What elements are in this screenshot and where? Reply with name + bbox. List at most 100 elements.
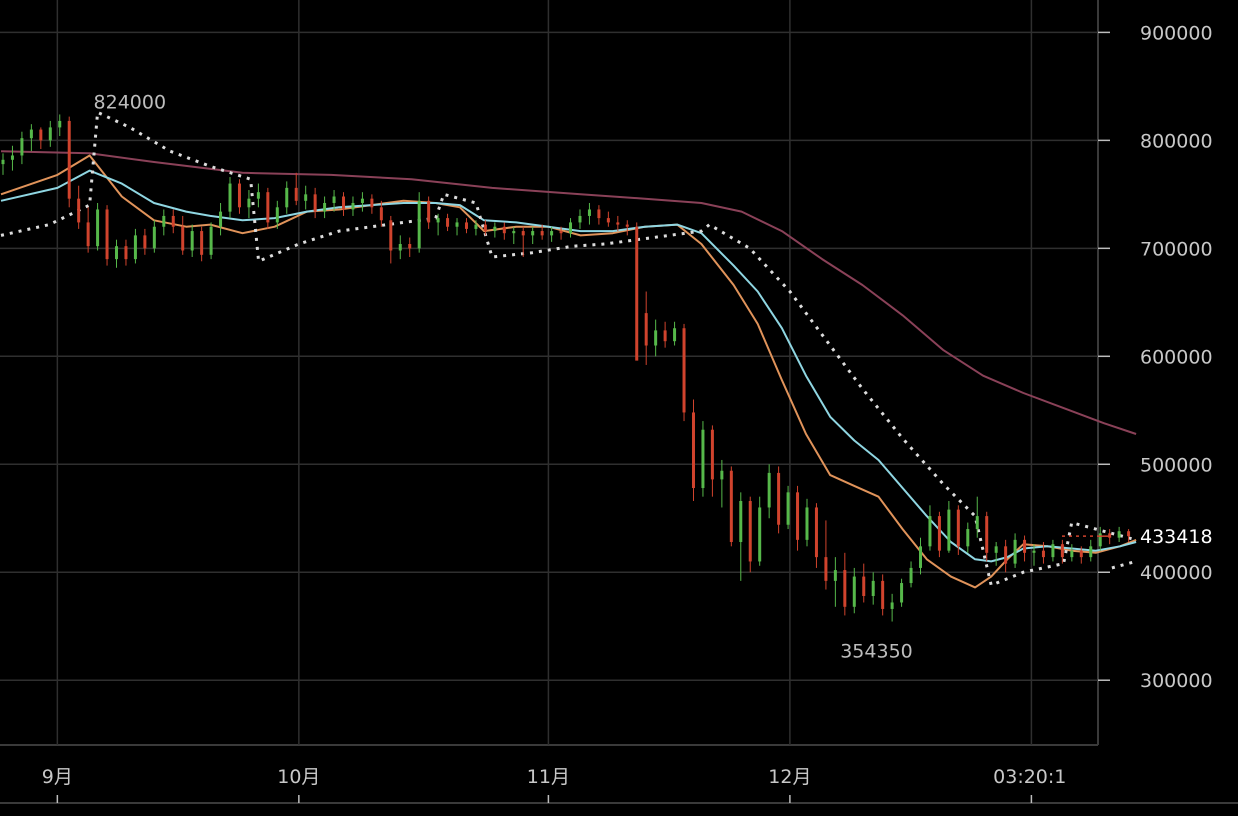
candle-body bbox=[805, 507, 809, 540]
candle-body bbox=[181, 226, 185, 251]
candle-body bbox=[881, 580, 885, 609]
candle-body bbox=[446, 218, 450, 227]
candle-body bbox=[587, 209, 591, 216]
candle-body bbox=[105, 209, 109, 260]
candle-body bbox=[313, 194, 317, 212]
candle-body bbox=[389, 220, 393, 251]
moving-average-line bbox=[0, 150, 1137, 435]
candle-body bbox=[786, 492, 790, 525]
candle-body bbox=[928, 516, 932, 547]
last-price-label: 433418 bbox=[1140, 526, 1213, 548]
candle-body bbox=[937, 516, 941, 551]
candle-body bbox=[10, 155, 14, 160]
candle-body bbox=[48, 127, 52, 141]
y-tick-label: 700000 bbox=[1140, 238, 1213, 260]
candle-body bbox=[162, 215, 166, 227]
candle-body bbox=[918, 546, 922, 568]
candle-body bbox=[540, 231, 544, 236]
moving-average-line bbox=[0, 169, 1137, 563]
candle-body bbox=[843, 570, 847, 607]
candle-body bbox=[266, 192, 270, 223]
y-tick-label: 300000 bbox=[1140, 670, 1213, 692]
candle-body bbox=[1013, 539, 1017, 564]
candle-body bbox=[171, 215, 175, 227]
y-tick-label: 500000 bbox=[1140, 454, 1213, 476]
candle-body bbox=[521, 231, 525, 236]
candle-body bbox=[86, 222, 90, 247]
candle-body bbox=[578, 215, 582, 223]
y-tick-label: 900000 bbox=[1140, 22, 1213, 44]
candle-body bbox=[767, 472, 771, 508]
candle-body bbox=[635, 226, 639, 361]
candle-body bbox=[1004, 546, 1008, 564]
candle-body bbox=[644, 313, 648, 346]
candle-body bbox=[256, 192, 260, 199]
price-axis[interactable]: 900000 800000 700000 600000 500000 400000 3000… bbox=[1098, 22, 1213, 692]
candle-body bbox=[77, 198, 81, 223]
candle-body bbox=[464, 222, 468, 229]
candle-body bbox=[436, 218, 440, 223]
candle-body bbox=[994, 546, 998, 553]
candle-body bbox=[1023, 539, 1027, 553]
candle-body bbox=[720, 470, 724, 480]
candle-body bbox=[1032, 550, 1036, 553]
candle-body bbox=[408, 244, 412, 249]
candle-body bbox=[531, 231, 535, 236]
candle-body bbox=[654, 330, 658, 346]
candle-body bbox=[1051, 544, 1055, 558]
candle-body bbox=[1098, 533, 1102, 547]
x-tick-label: 9月 bbox=[42, 766, 73, 788]
candle-body bbox=[748, 500, 752, 562]
candle-body bbox=[332, 196, 336, 203]
candle-body bbox=[909, 567, 913, 584]
candle-body bbox=[777, 472, 781, 525]
candle-body bbox=[871, 580, 875, 596]
candle-body bbox=[569, 222, 573, 234]
candle-body bbox=[228, 183, 232, 212]
time-axis[interactable]: 9月 10月 11月 12月 03:20:1 bbox=[42, 766, 1067, 803]
candle-body bbox=[691, 412, 695, 489]
candle-body bbox=[739, 500, 743, 543]
x-tick-label: 11月 bbox=[527, 766, 570, 788]
annotations: 433418 824000 354350 bbox=[94, 91, 1213, 662]
candle-body bbox=[455, 222, 459, 227]
candle-body bbox=[606, 218, 610, 223]
x-tick-label: 10月 bbox=[277, 766, 320, 788]
candle-body bbox=[474, 224, 478, 229]
candle-body bbox=[398, 244, 402, 251]
candle-body bbox=[96, 209, 100, 247]
candle-body bbox=[710, 429, 714, 480]
candle-body bbox=[351, 202, 355, 210]
moving-average-line bbox=[0, 154, 1137, 589]
candle-body bbox=[625, 224, 629, 227]
candle-body bbox=[152, 226, 156, 249]
candle-body bbox=[1, 159, 5, 165]
candle-body bbox=[370, 198, 374, 208]
indicator-lines bbox=[0, 110, 1137, 589]
candle-body bbox=[701, 429, 705, 489]
candle-body bbox=[342, 196, 346, 210]
candle-body bbox=[360, 198, 364, 203]
candle-body bbox=[285, 187, 289, 208]
candle-body bbox=[143, 235, 147, 249]
candle-body bbox=[1127, 531, 1131, 537]
candle-body bbox=[682, 328, 686, 413]
candle-body bbox=[975, 516, 979, 530]
candle-body bbox=[900, 583, 904, 603]
x-tick-label: 12月 bbox=[768, 766, 811, 788]
candle-body bbox=[275, 207, 279, 223]
x-tick-label: 03:20:1 bbox=[993, 766, 1066, 788]
candle-body bbox=[20, 138, 24, 156]
candle-body bbox=[616, 222, 620, 225]
candle-body bbox=[124, 246, 128, 260]
candle-body bbox=[1089, 546, 1093, 558]
candles bbox=[1, 114, 1131, 622]
candle-body bbox=[862, 576, 866, 596]
candle-body bbox=[796, 492, 800, 540]
candle-body bbox=[833, 570, 837, 581]
high-annotation: 824000 bbox=[94, 91, 167, 113]
candle-body bbox=[39, 129, 43, 141]
candle-body bbox=[729, 470, 733, 543]
